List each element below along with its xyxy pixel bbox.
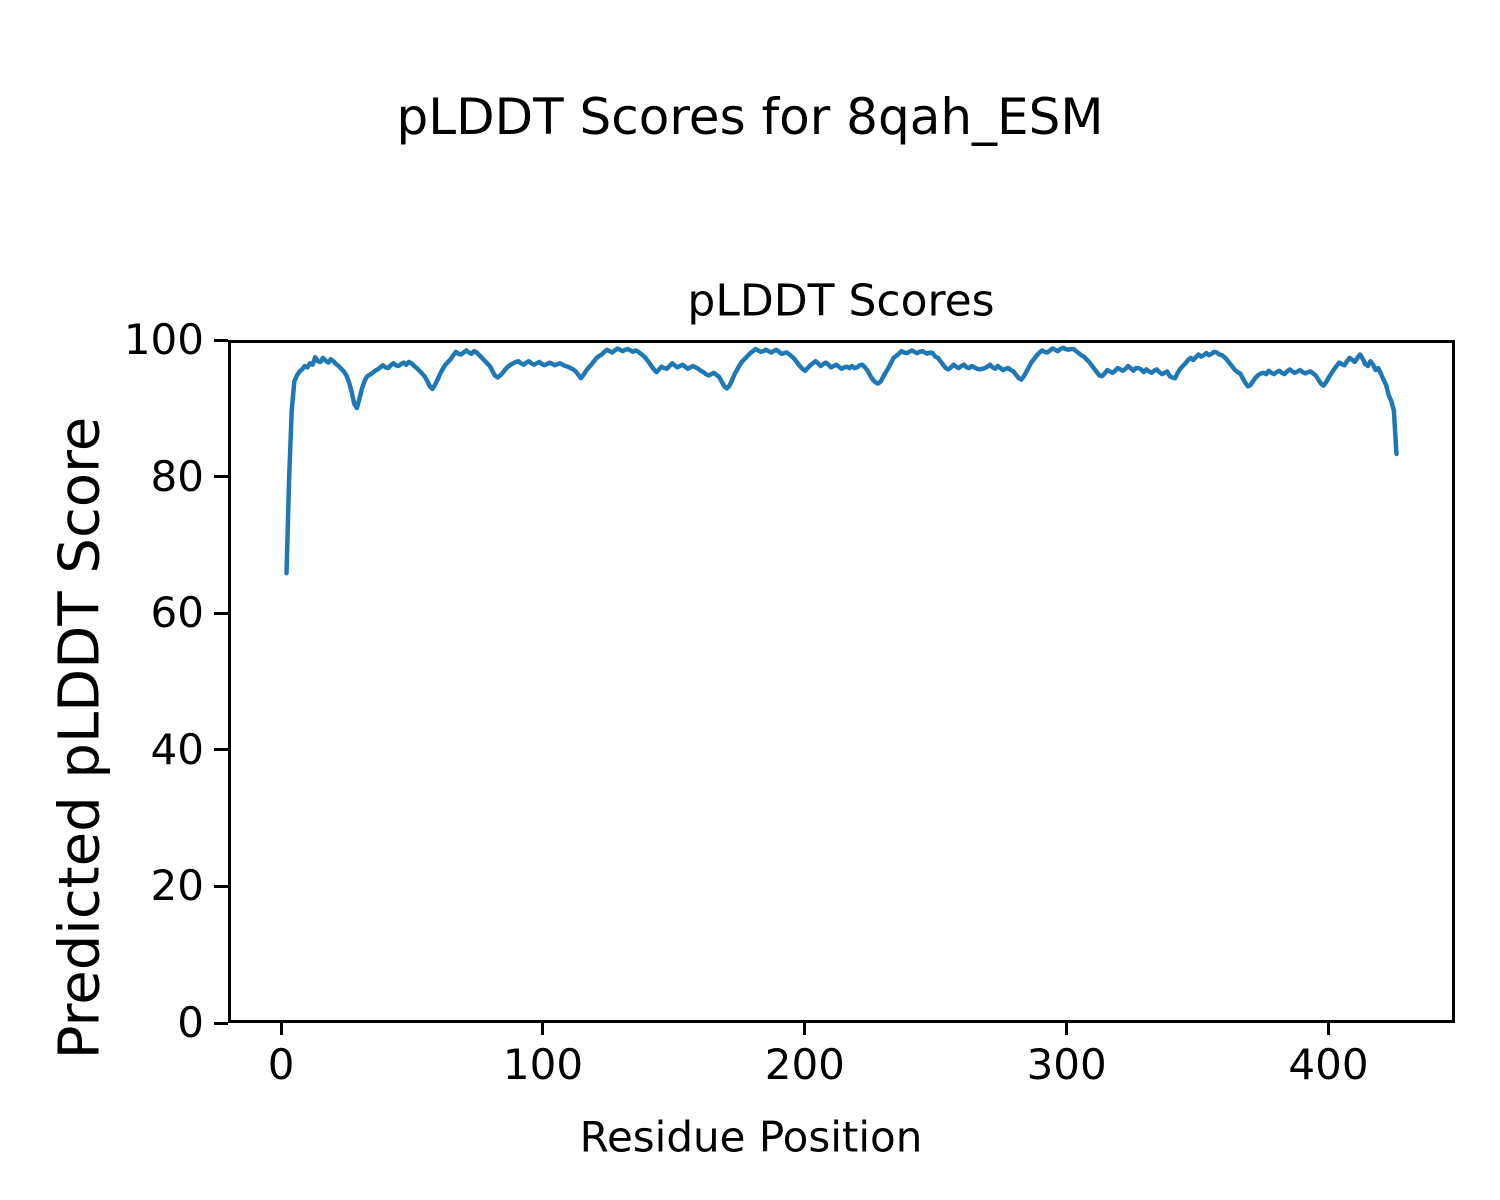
x-tick-label: 100 <box>502 1040 584 1089</box>
y-tick-label: 80 <box>150 451 204 501</box>
x-tick-label: 200 <box>764 1040 845 1089</box>
x-tick-mark <box>1065 1023 1069 1035</box>
y-tick-label: 20 <box>150 861 204 911</box>
y-tick-mark <box>214 1021 228 1025</box>
axes-title: pLDDT Scores <box>687 275 995 327</box>
y-tick-label: 100 <box>123 315 204 364</box>
plot-area <box>228 340 1455 1023</box>
y-tick-label: 60 <box>150 588 204 638</box>
x-tick-mark <box>279 1023 283 1035</box>
y-tick-mark <box>214 338 228 342</box>
y-tick-mark <box>214 748 228 752</box>
x-tick-label: 400 <box>1288 1040 1369 1089</box>
y-tick-mark <box>214 611 228 615</box>
x-tick-mark <box>803 1023 807 1035</box>
x-tick-label: 300 <box>1026 1040 1107 1089</box>
y-tick-mark <box>214 475 228 479</box>
figure-title: pLDDT Scores for 8qah_ESM <box>396 88 1104 146</box>
plot-canvas <box>284 345 1399 576</box>
y-axis-label: Predicted pLDDT Score <box>47 416 113 1060</box>
y-tick-label: 0 <box>177 998 204 1047</box>
x-tick-mark <box>1327 1023 1331 1035</box>
x-axis-label: Residue Position <box>579 1112 923 1162</box>
x-tick-label: 0 <box>267 1040 295 1089</box>
y-tick-mark <box>214 884 228 888</box>
x-tick-mark <box>541 1023 545 1035</box>
y-tick-label: 40 <box>150 724 204 774</box>
pLDDT-line-series <box>284 345 1399 576</box>
